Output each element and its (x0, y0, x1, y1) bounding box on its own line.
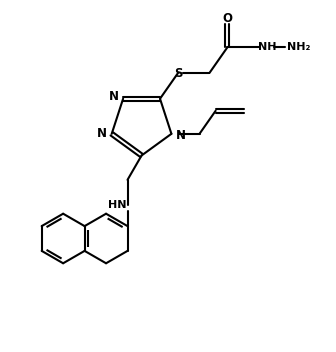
Text: HN: HN (108, 200, 126, 210)
Text: NH: NH (258, 42, 277, 52)
Text: NH₂: NH₂ (287, 42, 311, 52)
Text: S: S (174, 67, 182, 80)
Text: N: N (109, 89, 119, 102)
Text: O: O (222, 12, 233, 25)
Text: N: N (176, 129, 186, 142)
Text: N: N (97, 127, 107, 140)
